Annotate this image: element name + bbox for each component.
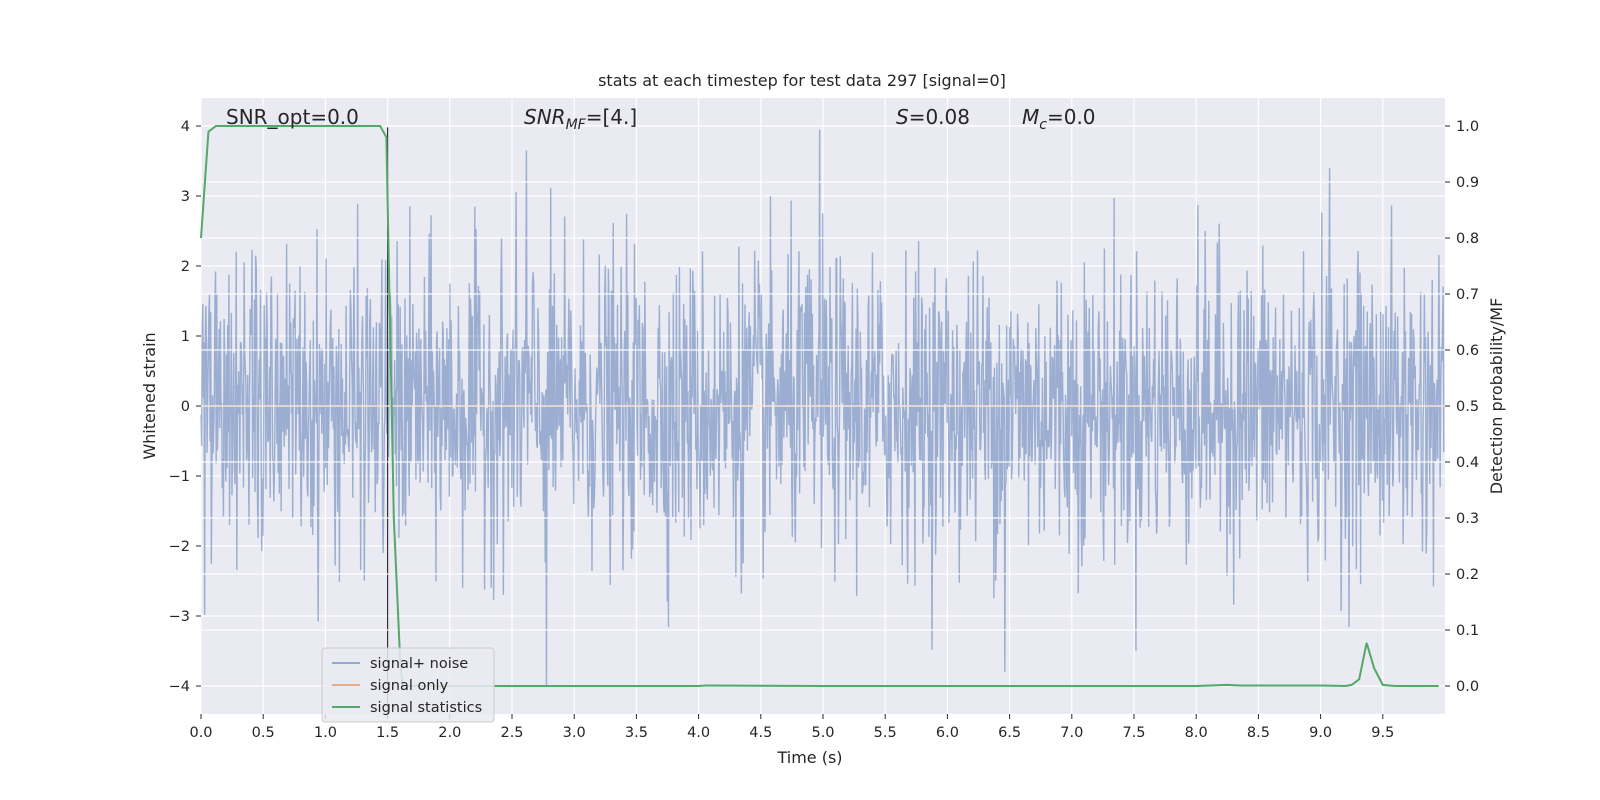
annotation-mc: Mc=0.0: [1022, 105, 1096, 133]
y-axis-left-label: Whitened strain: [140, 332, 159, 459]
x-tick-label: 5.0: [811, 725, 834, 741]
annotation-snr-mf: SNRMF=[4.]: [524, 105, 637, 133]
y-axis-right-label: Detection probability/MF: [1487, 298, 1506, 495]
signal-statistics-line: [200, 125, 1439, 688]
legend: signal+ noise signal only signal statist…: [321, 647, 495, 723]
x-tick-label: 5.5: [874, 725, 897, 741]
y-tick-label-left: 3: [181, 189, 190, 205]
annotation-s-main: S: [896, 105, 909, 129]
y-tick-label-left: 2: [181, 259, 190, 275]
y-tick-label-left: −2: [169, 539, 190, 555]
y-tick-label-right: 0.1: [1456, 623, 1479, 639]
x-tick-label: 9.5: [1371, 725, 1394, 741]
y-tick-label-left: 0: [181, 399, 190, 415]
annotation-snr-mf-rest: =[4.]: [586, 105, 637, 129]
x-tick-label: 9.0: [1309, 725, 1332, 741]
x-tick-label: 4.0: [687, 725, 710, 741]
annotation-mc-main: M: [1022, 105, 1039, 129]
x-tick-label: 3.0: [563, 725, 586, 741]
x-tick-label: 0.0: [189, 725, 212, 741]
y-tick-label-right: 0.9: [1456, 175, 1479, 191]
annotation-snr-mf-sub: MF: [566, 117, 587, 133]
annotation-s: S=0.08: [896, 105, 970, 129]
y-tick-label-right: 0.4: [1456, 455, 1479, 471]
y-tick-label-right: 0.6: [1456, 343, 1479, 359]
annotation-mc-sub: c: [1039, 117, 1047, 133]
x-tick-label: 3.5: [625, 725, 648, 741]
x-tick-label: 6.5: [998, 725, 1021, 741]
y-tick-label-right: 0.0: [1456, 679, 1479, 695]
x-tick-label: 8.0: [1185, 725, 1208, 741]
x-tick-label: 4.5: [749, 725, 772, 741]
x-tick-label: 1.0: [314, 725, 337, 741]
legend-frame: [321, 647, 495, 723]
x-tick-label: 8.5: [1247, 725, 1270, 741]
x-tick-label: 7.0: [1060, 725, 1083, 741]
annotation-snr-mf-main: SNR: [524, 105, 566, 129]
annotations: SNR_opt=0.0 SNRMF=[4.] S=0.08 Mc=0.0: [226, 105, 1096, 133]
annotation-s-rest: =0.08: [909, 105, 970, 129]
y-tick-label-right: 0.3: [1456, 511, 1479, 527]
y-tick-label-left: −4: [169, 679, 190, 695]
annotation-mc-rest: =0.0: [1047, 105, 1096, 129]
x-tick-label: 6.0: [936, 725, 959, 741]
series-signal-noise: [200, 129, 1445, 687]
y-tick-label-right: 0.5: [1456, 399, 1479, 415]
chart-title: stats at each timestep for test data 297…: [598, 71, 1006, 90]
x-tick-label: 2.0: [438, 725, 461, 741]
y-axis-right-ticks: 0.0 0.1 0.2 0.3 0.4 0.5 0.6 0.7 0.8 0.9 1.0: [1445, 119, 1479, 695]
x-tick-label: 0.5: [252, 725, 275, 741]
signal-noise-line: [200, 129, 1445, 687]
y-tick-label-right: 0.8: [1456, 231, 1479, 247]
x-tick-label: 7.5: [1122, 725, 1145, 741]
x-tick-label: 1.5: [376, 725, 399, 741]
y-tick-label-right: 0.7: [1456, 287, 1479, 303]
series-signal-statistics: [200, 125, 1439, 688]
x-axis-label: Time (s): [776, 748, 842, 767]
y-tick-label-right: 1.0: [1456, 119, 1479, 135]
y-tick-label-left: 1: [181, 329, 190, 345]
plot-area: [200, 98, 1445, 714]
x-axis-ticks: 0.0 0.5 1.0 1.5 2.0 2.5 3.0 3.5 4.0 4.5 5.0 5.5 6.0 6…: [189, 714, 1394, 741]
legend-label-signal-noise: signal+ noise: [370, 656, 468, 672]
y-tick-label-right: 0.2: [1456, 567, 1479, 583]
y-tick-label-left: 4: [181, 119, 190, 135]
annotation-snr-opt: SNR_opt=0.0: [226, 105, 359, 129]
y-axis-left-ticks: −4 −3 −2 −1 0 1 2 3 4: [169, 119, 201, 695]
y-tick-label-left: −1: [169, 469, 190, 485]
legend-label-signal-only: signal only: [370, 678, 449, 694]
x-tick-label: 2.5: [500, 725, 523, 741]
legend-label-signal-statistics: signal statistics: [370, 700, 482, 716]
y-tick-label-left: −3: [169, 609, 190, 625]
